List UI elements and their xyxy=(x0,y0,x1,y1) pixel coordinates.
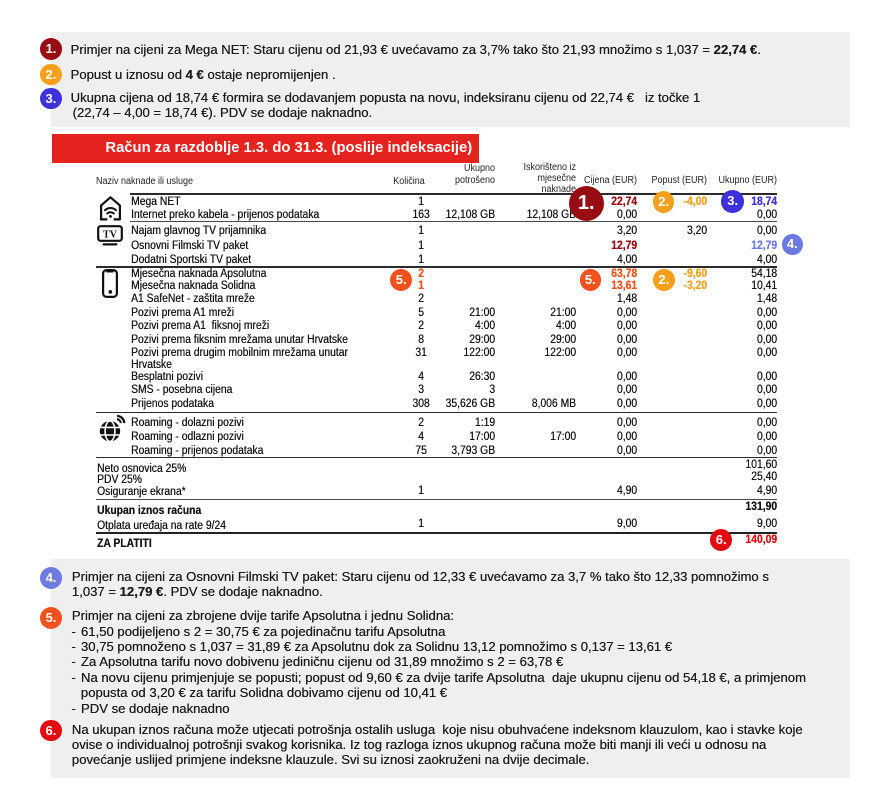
svg-text:TV: TV xyxy=(103,230,118,241)
